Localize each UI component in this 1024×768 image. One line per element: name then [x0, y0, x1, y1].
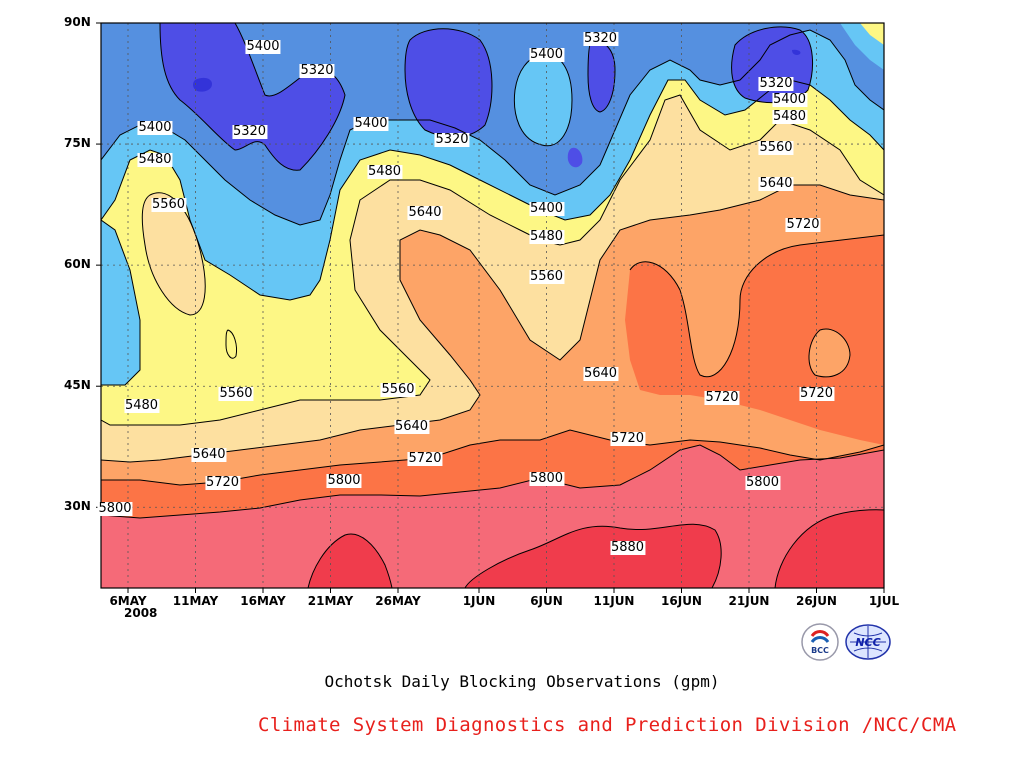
contour-line-5320-a: [159, 23, 346, 171]
contour-label: 5800: [326, 473, 362, 489]
band-below-5320-a: [160, 23, 345, 171]
contour-label: 5640: [191, 446, 227, 462]
contour-label: 5560: [528, 269, 565, 285]
x-tick-label: 26JUN: [796, 594, 837, 608]
contour-line-5320-d: [731, 26, 813, 103]
contour-line-5560: [101, 94, 884, 426]
band-below-5320-b: [405, 28, 492, 137]
ncc-logo: NCC: [845, 624, 891, 660]
plot-frame: [100, 22, 885, 589]
contour-line-5720-region: [629, 234, 884, 378]
y-tick-label: 60N: [64, 257, 91, 272]
axis-ticks: [96, 22, 885, 593]
x-tick-label: 11MAY: [172, 594, 219, 608]
x-tick-label: 26MAY: [375, 594, 421, 608]
y-tick-label: 45N: [64, 378, 91, 393]
contour-label: 5720: [609, 430, 646, 446]
contour-fills: [101, 23, 884, 588]
contour-label: 5800: [97, 500, 133, 516]
contour-line-5880-a: [307, 533, 393, 588]
svg-text:NCC: NCC: [855, 636, 880, 649]
band-below-5320-e: [567, 147, 583, 168]
band-edge-yellow: [860, 23, 884, 45]
contour-label: 5480: [137, 152, 173, 168]
contour-label: 5480: [528, 228, 565, 244]
x-axis-year-label: 2008: [124, 606, 158, 620]
x-tick-label: 21JUN: [728, 594, 770, 608]
contour-line-5400: [101, 29, 884, 226]
band-below-5320-c: [588, 40, 615, 112]
contour-line-5560-oval: [141, 192, 206, 316]
x-tick-label: 16MAY: [240, 594, 286, 608]
contour-label: 5880: [609, 539, 646, 555]
band-above-5880-c: [775, 509, 884, 588]
contour-label: 5640: [393, 418, 430, 434]
contour-label: 5720: [407, 450, 443, 466]
x-tick-label: 6JUN: [530, 594, 563, 608]
x-tick-label: 21MAY: [307, 594, 354, 608]
y-tick-label: 90N: [64, 15, 91, 29]
contour-line-5880-b: [464, 523, 722, 588]
contour-label: 5800: [744, 475, 781, 491]
y-tick-label: 75N: [64, 136, 91, 151]
contour-label: 5640: [582, 366, 619, 382]
contour-label: 5480: [123, 398, 160, 414]
contour-label: 5800: [528, 471, 565, 487]
contour-label: 5720: [704, 390, 740, 406]
band-lowest-b: [792, 49, 801, 55]
band-above-5880-b: [465, 524, 722, 588]
chart-title: Ochotsk Daily Blocking Observations (gpm…: [324, 672, 720, 691]
contour-line-5400-window: [513, 53, 573, 147]
contour-label: 5560: [218, 386, 254, 402]
band-5400-5480-lobe: [101, 220, 140, 385]
contour-label: 5320: [299, 63, 335, 79]
contour-label: 5320: [758, 75, 794, 91]
contour-label: 5400: [137, 119, 173, 135]
contour-line-5480-lobe: [225, 329, 237, 359]
contour-label: 5560: [150, 196, 187, 212]
contour-label: 5400: [353, 115, 389, 131]
contour-lines: [101, 23, 884, 588]
x-tick-label: 1JUN: [462, 594, 496, 608]
contour-label: 5560: [758, 140, 794, 156]
contour-label: 5640: [758, 176, 794, 192]
band-lowest-a: [192, 77, 212, 92]
bcc-logo: BCC: [801, 623, 839, 661]
contour-label: 5320: [434, 132, 470, 148]
contour-line-5320-c: [587, 39, 616, 113]
contour-label: 5320: [231, 123, 268, 139]
contour-label: 5560: [380, 382, 416, 398]
contour-label: 5480: [771, 109, 808, 125]
band-5640-blob: [808, 329, 850, 377]
y-tick-label: 30N: [64, 499, 91, 514]
contour-label: 5640: [407, 204, 443, 220]
contour-label: 5720: [785, 216, 821, 232]
contour-label: 5720: [204, 475, 241, 491]
contour-line-5880-c: [774, 509, 884, 588]
contour-label: 5720: [798, 386, 835, 402]
contour-label: 5400: [528, 200, 565, 216]
contour-label: 5320: [582, 31, 619, 47]
x-tick-label: 16JUN: [661, 594, 702, 608]
contour-line-5720-blob: [808, 328, 851, 378]
band-5320-5400: [101, 23, 884, 225]
contour-line-5640: [101, 184, 884, 463]
svg-text:BCC: BCC: [811, 646, 829, 655]
contour-label: 5400: [771, 91, 808, 107]
x-tick-label: 11JUN: [593, 594, 635, 608]
x-tick-label: 6MAY: [109, 594, 147, 608]
contour-label: 5400: [528, 47, 565, 63]
band-5400-window: [514, 54, 572, 146]
credit-line: Climate System Diagnostics and Predictio…: [258, 714, 957, 736]
x-tick-label: 1JUL: [868, 594, 900, 608]
contour-label: 5400: [245, 39, 281, 55]
contour-label: 5480: [366, 164, 403, 180]
